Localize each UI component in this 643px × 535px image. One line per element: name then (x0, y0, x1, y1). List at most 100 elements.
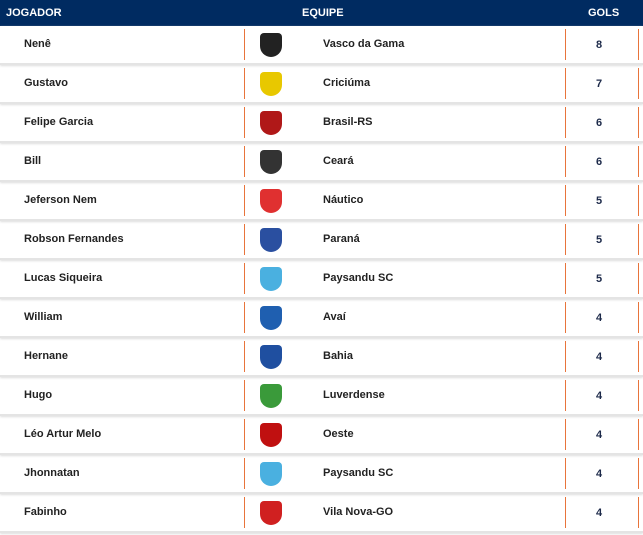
ceara-crest-icon (260, 150, 282, 174)
header-jogador[interactable]: JOGADOR (6, 7, 62, 19)
divider (565, 107, 566, 138)
divider (565, 146, 566, 177)
player-name[interactable]: Lucas Siqueira (24, 272, 103, 284)
team-name[interactable]: Oeste (323, 428, 354, 440)
team-name[interactable]: Paysandu SC (323, 272, 394, 284)
divider (638, 224, 639, 255)
luverdense-crest-icon (260, 384, 282, 408)
team-name[interactable]: Paysandu SC (323, 467, 394, 479)
divider (638, 68, 639, 99)
divider (244, 458, 245, 489)
team-name[interactable]: Criciúma (323, 77, 371, 89)
divider (638, 29, 639, 60)
team-name[interactable]: Luverdense (323, 389, 385, 401)
divider (565, 341, 566, 372)
header-equipe[interactable]: EQUIPE (302, 7, 344, 19)
vasco-crest-icon (260, 33, 282, 57)
player-name[interactable]: Jhonnatan (24, 467, 80, 479)
team-name[interactable]: Paraná (323, 233, 360, 245)
player-name[interactable]: Hugo (24, 389, 53, 401)
divider (638, 302, 639, 333)
team-name[interactable]: Vila Nova-GO (323, 506, 394, 518)
table-row[interactable]: Hernane Bahia 4 (0, 338, 643, 377)
parana-crest-icon (260, 228, 282, 252)
table-row[interactable]: Nenê Vasco da Gama 8 (0, 26, 643, 65)
table-row[interactable]: Jeferson Nem Náutico 5 (0, 182, 643, 221)
goals-count: 4 (595, 507, 603, 519)
player-name[interactable]: Robson Fernandes (24, 233, 124, 245)
table-row[interactable]: William Avaí 4 (0, 299, 643, 338)
team-name[interactable]: Náutico (323, 194, 364, 206)
paysandu-crest-icon (260, 267, 282, 291)
table-row[interactable]: Léo Artur Melo Oeste 4 (0, 416, 643, 455)
divider (244, 224, 245, 255)
table-row[interactable]: Jhonnatan Paysandu SC 4 (0, 455, 643, 494)
divider (244, 68, 245, 99)
table-row[interactable]: Hugo Luverdense 4 (0, 377, 643, 416)
scorers-table: Nenê Vasco da Gama 8 Gustavo Criciúma 7 … (0, 26, 643, 533)
divider (244, 302, 245, 333)
divider (638, 185, 639, 216)
divider (565, 185, 566, 216)
player-name[interactable]: Gustavo (24, 77, 69, 89)
divider (565, 29, 566, 60)
divider (244, 419, 245, 450)
divider (638, 380, 639, 411)
divider (565, 419, 566, 450)
goals-count: 4 (595, 468, 603, 480)
goals-count: 5 (595, 273, 603, 285)
table-header: JOGADOR EQUIPE GOLS (0, 0, 643, 26)
player-name[interactable]: Felipe Garcia (24, 116, 94, 128)
divider (565, 302, 566, 333)
player-name[interactable]: Hernane (24, 350, 69, 362)
divider (565, 68, 566, 99)
divider (244, 497, 245, 528)
divider (244, 341, 245, 372)
nautico-crest-icon (260, 189, 282, 213)
divider (244, 146, 245, 177)
goals-count: 7 (595, 78, 603, 90)
goals-count: 4 (595, 351, 603, 363)
player-name[interactable]: William (24, 311, 63, 323)
divider (638, 419, 639, 450)
goals-count: 5 (595, 234, 603, 246)
divider (244, 380, 245, 411)
team-name[interactable]: Avaí (323, 311, 346, 323)
table-row[interactable]: Robson Fernandes Paraná 5 (0, 221, 643, 260)
divider (565, 263, 566, 294)
divider (244, 185, 245, 216)
team-name[interactable]: Brasil-RS (323, 116, 373, 128)
team-name[interactable]: Bahia (323, 350, 353, 362)
avai-crest-icon (260, 306, 282, 330)
divider (565, 458, 566, 489)
goals-count: 6 (595, 117, 603, 129)
player-name[interactable]: Nenê (24, 38, 51, 50)
player-name[interactable]: Jeferson Nem (24, 194, 97, 206)
table-row[interactable]: Bill Ceará 6 (0, 143, 643, 182)
bahia-crest-icon (260, 345, 282, 369)
table-row[interactable]: Gustavo Criciúma 7 (0, 65, 643, 104)
team-name[interactable]: Vasco da Gama (323, 38, 405, 50)
criciuma-crest-icon (260, 72, 282, 96)
brasil-rs-crest-icon (260, 111, 282, 135)
header-gols[interactable]: GOLS (588, 7, 620, 19)
divider (244, 107, 245, 138)
divider (638, 146, 639, 177)
divider (638, 497, 639, 528)
divider (565, 224, 566, 255)
player-name[interactable]: Bill (24, 155, 42, 167)
divider (638, 341, 639, 372)
goals-count: 4 (595, 390, 603, 402)
divider (638, 263, 639, 294)
table-row[interactable]: Fabinho Vila Nova-GO 4 (0, 494, 643, 533)
player-name[interactable]: Fabinho (24, 506, 67, 518)
table-row[interactable]: Felipe Garcia Brasil-RS 6 (0, 104, 643, 143)
player-name[interactable]: Léo Artur Melo (24, 428, 102, 440)
table-row[interactable]: Lucas Siqueira Paysandu SC 5 (0, 260, 643, 299)
divider (638, 458, 639, 489)
oeste-crest-icon (260, 423, 282, 447)
goals-count: 4 (595, 429, 603, 441)
goals-count: 5 (595, 195, 603, 207)
divider (565, 497, 566, 528)
team-name[interactable]: Ceará (323, 155, 354, 167)
